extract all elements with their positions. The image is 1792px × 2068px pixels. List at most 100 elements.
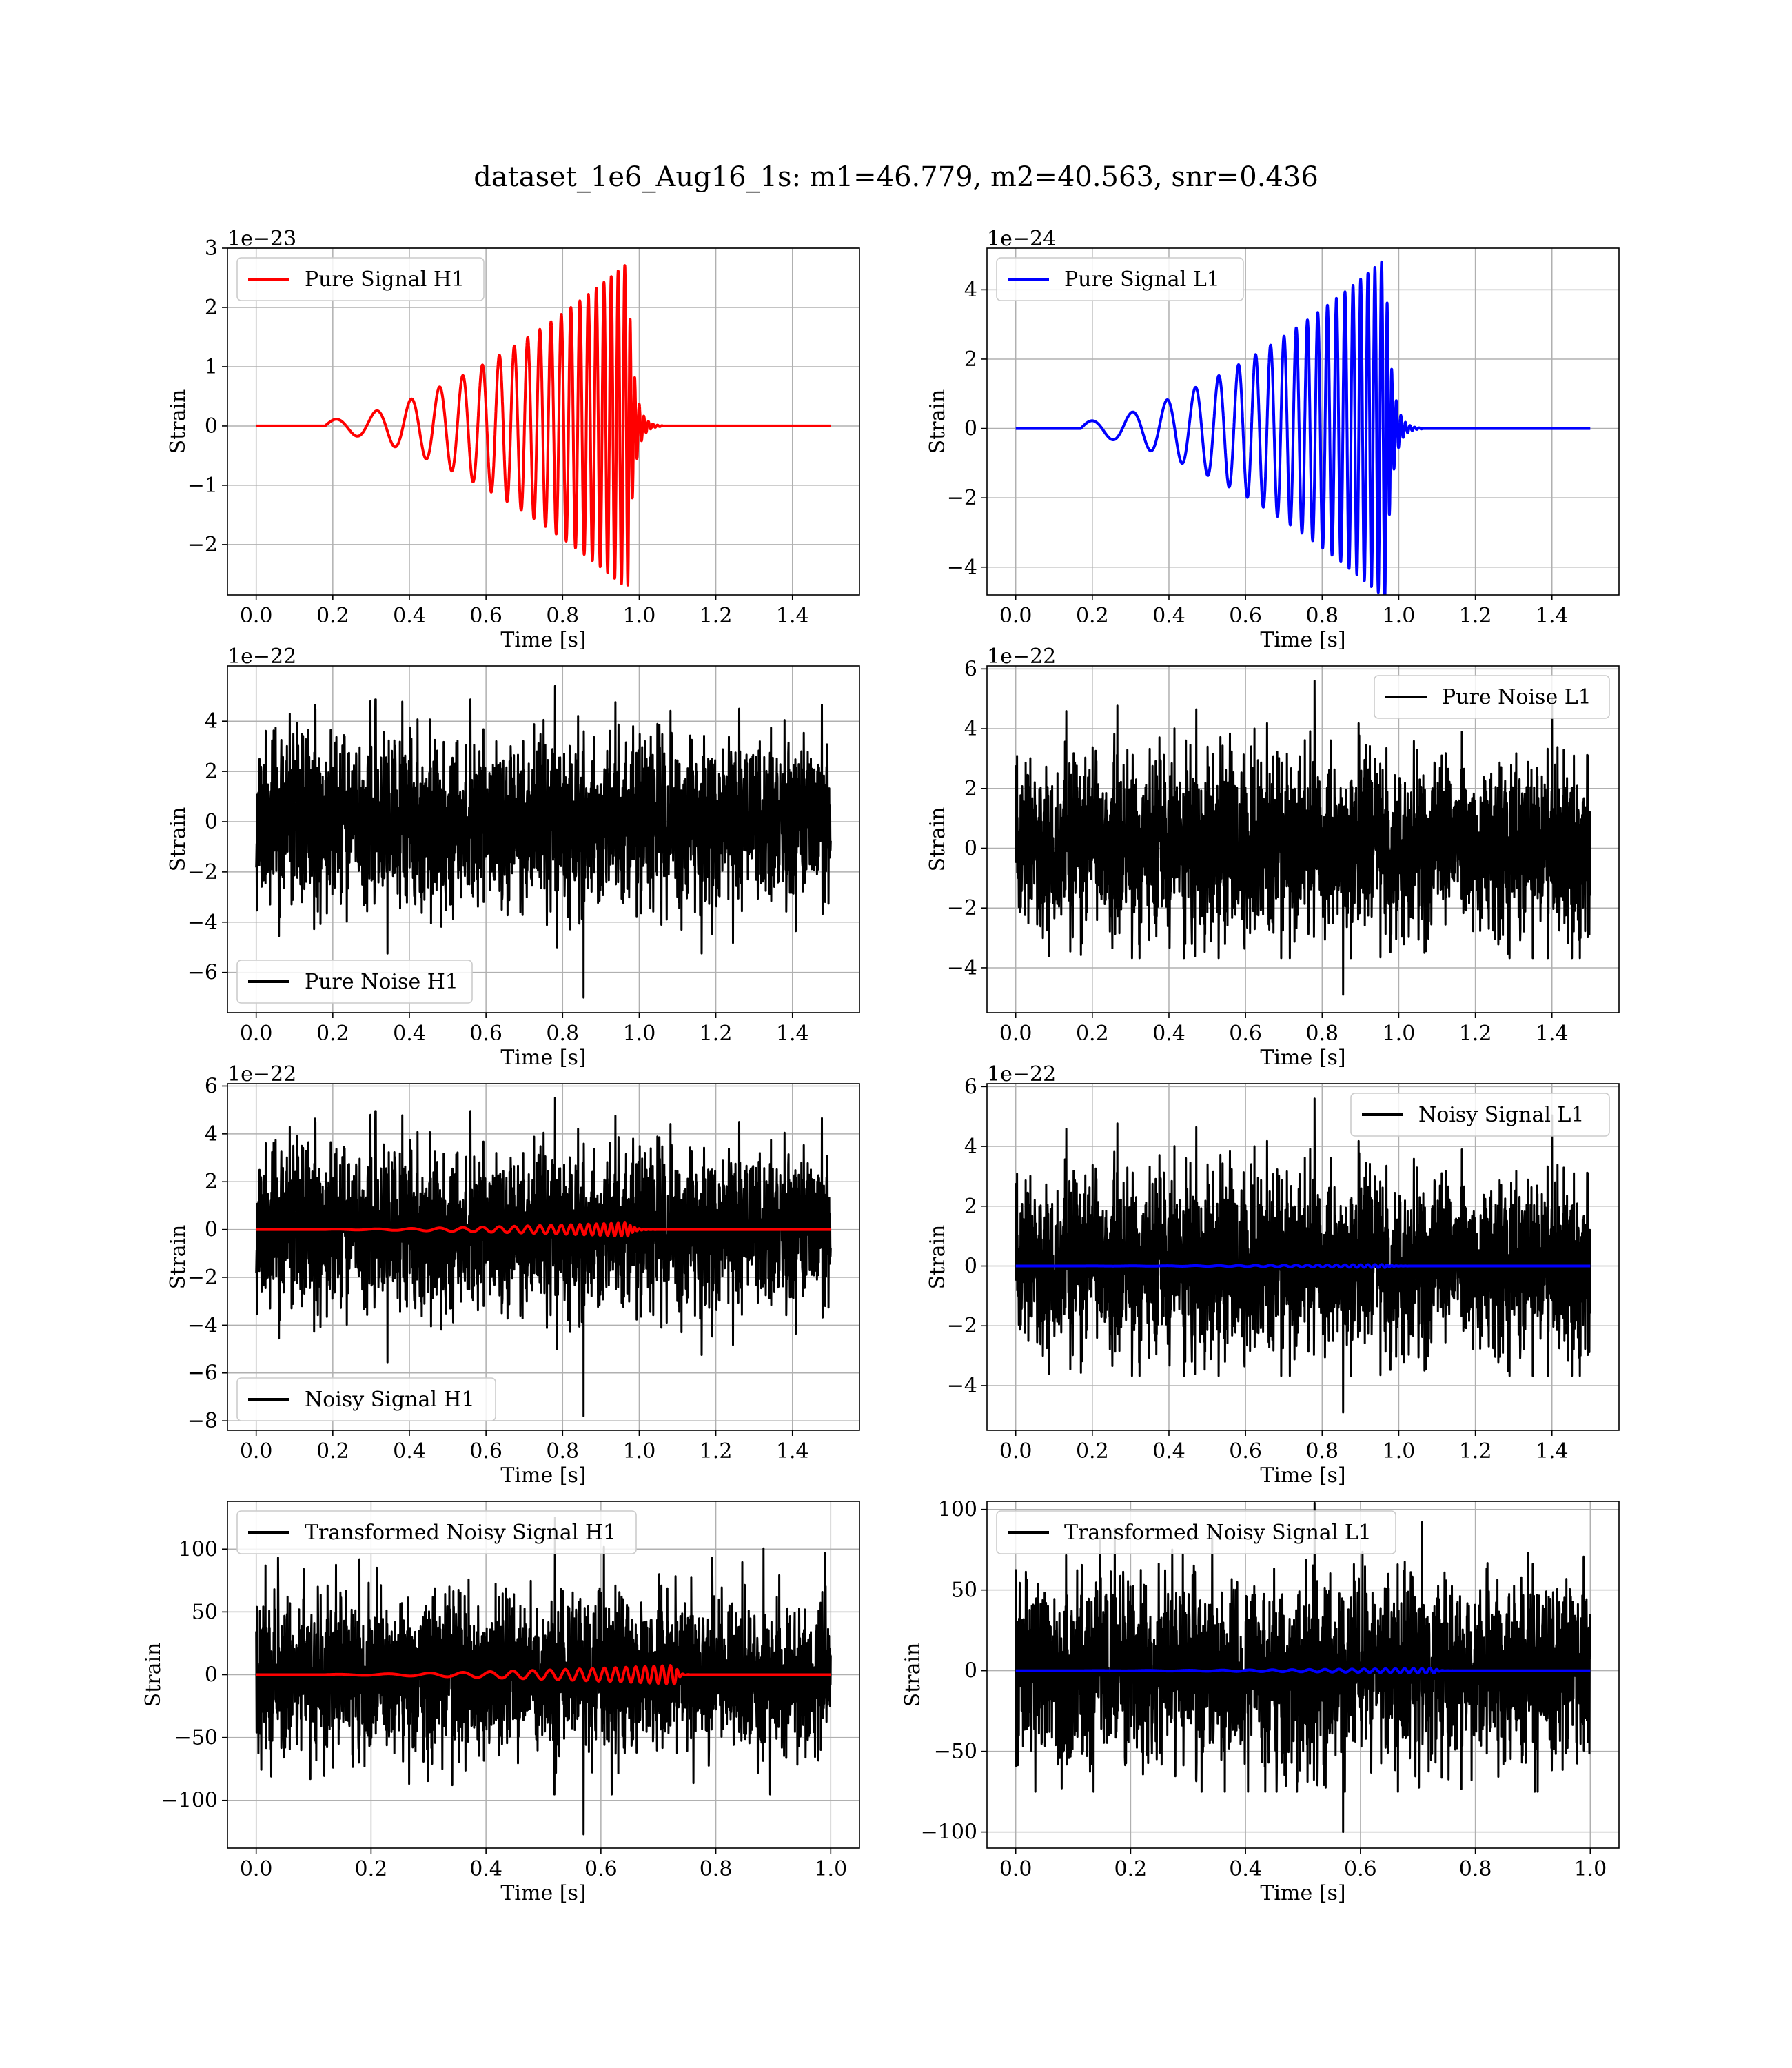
x-tick-label: 0.4: [469, 1857, 502, 1881]
x-tick-label: 1.2: [1459, 1439, 1492, 1463]
y-tick-label: −6: [187, 1361, 218, 1386]
x-tick-label: 0.0: [999, 1022, 1032, 1046]
x-tick-label: 1.4: [1536, 1439, 1569, 1463]
y-tick-label: −8: [187, 1409, 218, 1433]
x-tick-label: 0.8: [546, 1022, 579, 1046]
series-group: [1015, 680, 1591, 996]
x-tick-label: 0.8: [1305, 1439, 1338, 1463]
y-tick-label: −2: [947, 1314, 977, 1338]
x-tick-label: 0.6: [1229, 1022, 1262, 1046]
y-tick-label: −100: [161, 1789, 218, 1813]
x-tick-label: 1.0: [623, 604, 656, 628]
x-tick-label: 1.4: [776, 604, 809, 628]
series-line-overlay-1: [1014, 1263, 1592, 1269]
x-tick-label: 0.0: [240, 604, 273, 628]
y-tick-label: 0: [205, 414, 218, 438]
y-axis-label: Strain: [166, 1225, 190, 1290]
y-tick-label: −50: [174, 1726, 218, 1750]
subplot-pure-signal-l1: 0.0 0.2 0.4 0.6 0.8 1.0 1.2 1.4 4 2 0 −2 −4 Time [s] S…: [926, 227, 1620, 652]
series-line-overlay-1: [1014, 1667, 1592, 1675]
x-tick-label: 0.0: [240, 1857, 273, 1881]
x-tick-label: 0.0: [240, 1439, 273, 1463]
legend-label: Noisy Signal L1: [1418, 1103, 1584, 1127]
y-tick-label: 4: [205, 709, 218, 733]
x-tick-label: 0.2: [1076, 1439, 1109, 1463]
series-group: [1014, 1501, 1592, 1834]
x-tick-label: 0.8: [700, 1857, 733, 1881]
series-group: [254, 1097, 833, 1417]
x-tick-label: 0.8: [1305, 1022, 1338, 1046]
legend-box: [1350, 1093, 1610, 1137]
y-tick-label: 0: [205, 1218, 218, 1242]
y-tick-label: 0: [205, 810, 218, 834]
x-tick-label: 1.4: [776, 1439, 809, 1463]
legend-box: [996, 1510, 1396, 1554]
subplot-pure-noise-l1: 0.0 0.2 0.4 0.6 0.8 1.0 1.2 1.4 6 4 2 0 −2 −4 Time [s]…: [926, 645, 1620, 1070]
series-group: [254, 1517, 833, 1836]
y-axis-label: Strain: [901, 1643, 925, 1707]
y-tick-label: 2: [964, 777, 977, 801]
x-tick-label: 0.6: [469, 604, 502, 628]
subplot-grid: 0.0 0.2 0.4 0.6 0.8 1.0 1.2 1.4 3 2 1 0 −1 −2 Time [s]…: [141, 227, 1620, 1905]
x-tick-label: 1.2: [700, 1439, 733, 1463]
y-tick-label: 4: [964, 1135, 977, 1159]
y-tick-label: −1: [187, 474, 218, 498]
legend: Noisy Signal H1: [236, 1377, 496, 1421]
y-tick-label: 4: [964, 278, 977, 302]
x-tick-label: 0.0: [999, 1857, 1032, 1881]
y-tick-label: 0: [964, 1659, 977, 1683]
series-line-main-0: [1015, 1501, 1591, 1834]
x-tick-label: 0.2: [355, 1857, 388, 1881]
y-tick-label: 0: [205, 1663, 218, 1687]
legend-label: Pure Signal L1: [1064, 267, 1220, 292]
x-tick-label: 0.6: [584, 1857, 618, 1881]
y-tick-label: 1: [205, 355, 218, 379]
y-offset-text: 1e−24: [987, 227, 1056, 251]
x-axis-label: Time [s]: [1260, 1881, 1345, 1905]
legend-label: Transformed Noisy Signal L1: [1064, 1521, 1372, 1545]
x-tick-label: 0.6: [1229, 1439, 1262, 1463]
x-tick-label: 1.2: [1459, 604, 1492, 628]
series-line-main-0: [1015, 680, 1591, 996]
legend-box: [236, 1510, 637, 1554]
axes-frame: [227, 665, 860, 1013]
series-line-main-0: [254, 264, 833, 587]
y-tick-label: −50: [934, 1740, 977, 1764]
x-tick-label: 0.2: [316, 1022, 349, 1046]
x-tick-label: 0.4: [393, 1439, 426, 1463]
x-tick-label: 0.8: [1305, 604, 1338, 628]
y-tick-label: −100: [921, 1821, 977, 1845]
x-tick-label: 0.6: [469, 1022, 502, 1046]
y-tick-label: 2: [205, 760, 218, 784]
series-line-main-0: [255, 685, 832, 999]
y-offset-text: 1e−22: [987, 1062, 1056, 1086]
x-tick-label: 0.8: [546, 604, 579, 628]
series-line-main-0: [1015, 1097, 1591, 1414]
x-tick-label: 0.0: [999, 1439, 1032, 1463]
x-tick-label: 0.4: [1152, 604, 1185, 628]
x-tick-label: 0.2: [1076, 604, 1109, 628]
legend-box: [236, 960, 473, 1004]
x-tick-label: 0.8: [546, 1439, 579, 1463]
y-tick-label: −4: [947, 956, 977, 980]
y-tick-label: 50: [951, 1579, 977, 1603]
axes-frame: [986, 665, 1620, 1013]
x-axis-label: Time [s]: [500, 1463, 586, 1488]
legend-label: Pure Noise H1: [305, 970, 458, 994]
y-tick-label: 100: [179, 1537, 218, 1561]
x-tick-label: 1.0: [1574, 1857, 1607, 1881]
y-tick-label: 2: [205, 1170, 218, 1194]
subplot-noisy-signal-h1: 0.0 0.2 0.4 0.6 0.8 1.0 1.2 1.4 6 4 2 0 −2 −4 −6 −8 Time…: [166, 1062, 860, 1488]
y-axis-label: Strain: [166, 389, 190, 454]
x-tick-label: 1.4: [776, 1022, 809, 1046]
y-offset-text: 1e−22: [987, 645, 1056, 669]
x-tick-label: 1.0: [1383, 1022, 1416, 1046]
x-tick-label: 1.4: [1536, 604, 1569, 628]
legend: Transformed Noisy Signal H1: [236, 1510, 637, 1554]
x-axis-label: Time [s]: [500, 1881, 586, 1905]
subplot-transformed-noisy-signal-h1: 0.0 0.2 0.4 0.6 0.8 1.0 100 50 0 −50 −100 Time [s] S…: [141, 1501, 860, 1905]
axes-frame: [986, 1083, 1620, 1431]
legend-box: [236, 1377, 496, 1421]
legend-box: [236, 257, 485, 301]
